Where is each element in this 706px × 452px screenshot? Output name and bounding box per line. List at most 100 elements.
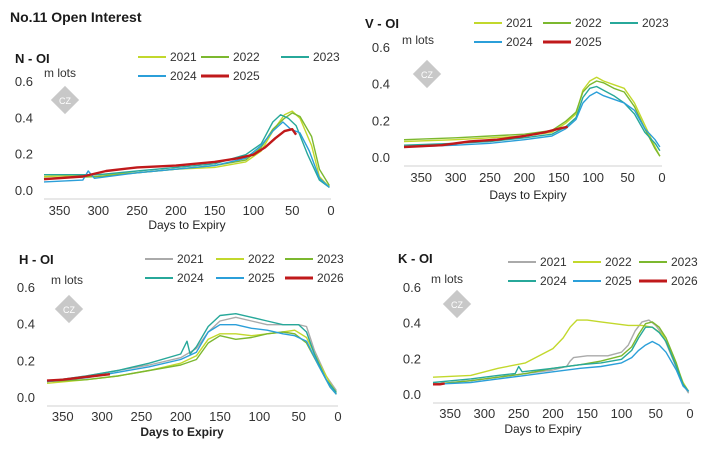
x-tick-label-v: 150 xyxy=(548,170,570,185)
y-tick-label-n: 0.0 xyxy=(15,183,33,198)
series-line-v-2023 xyxy=(403,85,661,152)
legend-label-h-2026: 2026 xyxy=(317,271,344,285)
series-line-v-2022 xyxy=(403,80,661,157)
x-tick-label-n: 350 xyxy=(49,203,71,218)
x-tick-label-v: 200 xyxy=(514,170,536,185)
x-tick-label-n: 300 xyxy=(87,203,109,218)
legend-label-v-2025: 2025 xyxy=(575,35,602,49)
y-tick-label-v: 0.6 xyxy=(372,40,390,55)
x-axis-label-n: Days to Expiry xyxy=(148,218,225,232)
x-tick-label-k: 150 xyxy=(576,406,598,421)
x-tick-label-h: 150 xyxy=(209,409,231,424)
x-tick-label-k: 200 xyxy=(542,406,564,421)
series-line-k-2022 xyxy=(432,319,690,392)
legend-label-k-2025: 2025 xyxy=(605,274,632,288)
legend-label-h-2025: 2025 xyxy=(248,271,275,285)
chart-title-n: N - OI xyxy=(15,51,50,66)
chart-title-h: H - OI xyxy=(19,252,54,267)
watermark-text-n: CZ xyxy=(59,96,71,106)
series-line-k-2024 xyxy=(432,326,690,392)
x-tick-label-v: 50 xyxy=(620,170,634,185)
x-tick-label-k: 50 xyxy=(648,406,662,421)
y-tick-label-k: 0.0 xyxy=(403,387,421,402)
x-tick-label-h: 50 xyxy=(291,409,305,424)
legend-label-h-2022: 2022 xyxy=(248,252,275,266)
x-tick-label-n: 200 xyxy=(165,203,187,218)
watermark-text-k: CZ xyxy=(451,300,463,310)
page-title: No.11 Open Interest xyxy=(10,9,142,25)
legend-label-n-2021: 2021 xyxy=(170,50,197,64)
series-line-k-2026 xyxy=(433,382,445,386)
series-line-n-2023 xyxy=(44,114,330,188)
x-tick-label-v: 350 xyxy=(410,170,432,185)
series-line-v-2024 xyxy=(403,91,661,148)
y-axis-label-h: m lots xyxy=(51,273,83,287)
x-tick-label-n: 50 xyxy=(285,203,299,218)
x-tick-label-v: 300 xyxy=(445,170,467,185)
y-tick-label-h: 0.0 xyxy=(17,390,35,405)
y-tick-label-v: 0.2 xyxy=(372,113,390,128)
legend-label-k-2026: 2026 xyxy=(671,274,698,288)
x-tick-label-k: 0 xyxy=(686,406,693,421)
legend-label-n-2023: 2023 xyxy=(313,50,340,64)
series-line-k-2025 xyxy=(432,340,690,392)
y-tick-label-k: 0.6 xyxy=(403,280,421,295)
y-tick-label-k: 0.4 xyxy=(403,316,421,331)
legend-label-n-2024: 2024 xyxy=(170,69,197,83)
x-tick-label-k: 250 xyxy=(508,406,530,421)
x-tick-label-k: 100 xyxy=(611,406,633,421)
y-tick-label-v: 0.0 xyxy=(372,150,390,165)
legend-label-h-2024: 2024 xyxy=(177,271,204,285)
y-axis-label-k: m lots xyxy=(431,272,463,286)
legend-label-k-2021: 2021 xyxy=(540,255,567,269)
series-line-n-2025 xyxy=(43,127,298,181)
x-tick-label-n: 100 xyxy=(243,203,265,218)
y-tick-label-k: 0.2 xyxy=(403,351,421,366)
x-axis-label-h: Days to Expiry xyxy=(140,425,224,439)
series-line-h-2021 xyxy=(46,316,337,392)
x-tick-label-n: 150 xyxy=(204,203,226,218)
series-line-h-2023 xyxy=(46,331,337,395)
legend-label-n-2025: 2025 xyxy=(233,69,260,83)
series-line-h-2025 xyxy=(46,324,337,395)
x-tick-label-v: 0 xyxy=(658,170,665,185)
y-tick-label-n: 0.4 xyxy=(15,110,33,125)
y-axis-label-v: m lots xyxy=(402,33,434,47)
y-tick-label-h: 0.4 xyxy=(17,317,35,332)
x-axis-label-v: Days to Expiry xyxy=(489,188,566,202)
x-tick-label-h: 350 xyxy=(52,409,74,424)
x-tick-label-v: 250 xyxy=(479,170,501,185)
series-line-k-2023 xyxy=(432,321,690,392)
y-tick-label-v: 0.4 xyxy=(372,77,390,92)
y-tick-label-h: 0.2 xyxy=(17,353,35,368)
x-tick-label-h: 250 xyxy=(131,409,153,424)
legend-label-k-2022: 2022 xyxy=(605,255,632,269)
watermark-text-v: CZ xyxy=(421,70,433,80)
chart-title-v: V - OI xyxy=(365,16,399,31)
series-line-h-2024 xyxy=(46,313,337,393)
legend-label-h-2023: 2023 xyxy=(317,252,344,266)
watermark-logo-n xyxy=(50,85,80,115)
x-tick-label-h: 0 xyxy=(334,409,341,424)
y-tick-label-n: 0.6 xyxy=(15,74,33,89)
x-tick-label-h: 300 xyxy=(91,409,113,424)
x-tick-label-v: 100 xyxy=(582,170,604,185)
legend-label-n-2022: 2022 xyxy=(233,50,260,64)
y-tick-label-h: 0.6 xyxy=(17,280,35,295)
legend-label-v-2023: 2023 xyxy=(642,16,669,30)
legend-label-v-2022: 2022 xyxy=(575,16,602,30)
series-line-v-2025 xyxy=(403,125,568,149)
x-axis-label-k: Days to Expiry xyxy=(504,422,581,436)
x-tick-label-k: 350 xyxy=(439,406,461,421)
watermark-text-h: CZ xyxy=(63,305,75,315)
series-line-h-2026 xyxy=(46,373,111,382)
y-tick-label-n: 0.2 xyxy=(15,147,33,162)
y-axis-label-n: m lots xyxy=(44,66,76,80)
x-tick-label-k: 300 xyxy=(474,406,496,421)
legend-label-k-2024: 2024 xyxy=(540,274,567,288)
legend-label-k-2023: 2023 xyxy=(671,255,698,269)
legend-label-v-2021: 2021 xyxy=(506,16,533,30)
x-tick-label-h: 100 xyxy=(248,409,270,424)
x-tick-label-h: 200 xyxy=(170,409,192,424)
x-tick-label-n: 250 xyxy=(126,203,148,218)
